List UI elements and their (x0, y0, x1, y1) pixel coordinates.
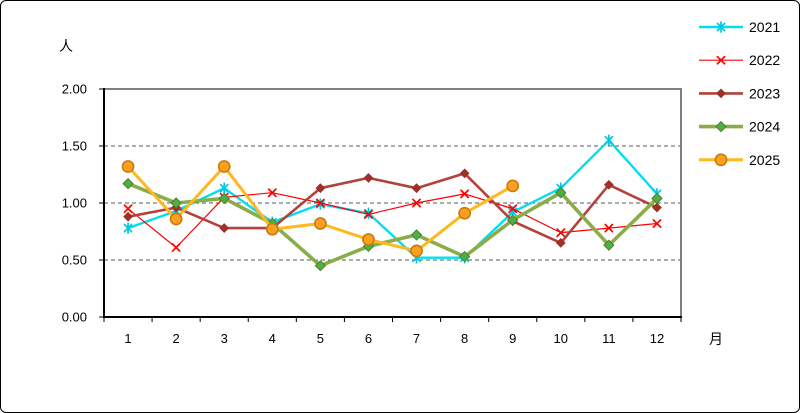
marker-x (364, 209, 373, 219)
marker-circle (169, 212, 183, 226)
series-line-2024 (126, 181, 659, 268)
marker-x (460, 189, 470, 199)
marker-circle (313, 217, 327, 230)
marker-diamond (122, 177, 134, 190)
legend-label-2021: 2021 (749, 19, 780, 35)
y-tick-label: 0.00 (62, 310, 87, 325)
series-line-2023 (126, 172, 659, 245)
x-tick-label: 1 (124, 331, 131, 346)
x-tick-label: 12 (650, 331, 664, 346)
marker-diamond (603, 179, 614, 190)
marker-x (123, 204, 133, 214)
marker-circle (714, 153, 728, 167)
y-tick-label: 2.00 (62, 82, 87, 97)
marker-diamond (652, 202, 662, 213)
marker-diamond (411, 183, 422, 194)
marker-circle (458, 206, 472, 220)
y-tick-label: 1.00 (62, 196, 87, 211)
x-tick-label: 7 (413, 331, 420, 346)
marker-diamond (363, 173, 374, 183)
legend-item-2022[interactable]: 2022 (699, 52, 780, 68)
marker-diamond (459, 168, 470, 179)
series-2025 (121, 160, 520, 258)
marker-x (716, 55, 726, 65)
marker-x (315, 198, 325, 208)
series-2024 (122, 177, 663, 272)
marker-x (652, 219, 662, 228)
marker-circle (410, 244, 423, 258)
x-tick-label: 3 (221, 331, 228, 346)
marker-circle (121, 160, 135, 173)
legend-label-2023: 2023 (749, 85, 780, 101)
x-tick-label: 11 (602, 331, 616, 346)
marker-circle (362, 233, 375, 246)
marker-diamond (555, 237, 566, 248)
legend-item-2025[interactable]: 2025 (699, 152, 780, 168)
x-tick-label: 6 (365, 331, 372, 346)
marker-diamond (218, 192, 230, 205)
marker-star (716, 21, 726, 33)
legend-label-2025: 2025 (749, 152, 780, 168)
legend-item-2024[interactable]: 2024 (699, 119, 780, 135)
y-tick-label: 0.50 (62, 253, 87, 268)
x-tick-label: 9 (509, 331, 516, 346)
marker-circle (217, 160, 231, 173)
x-axis-unit-label: 月 (709, 331, 723, 347)
marker-diamond (410, 229, 423, 241)
legend-label-2024: 2024 (749, 119, 780, 135)
x-tick-label: 5 (317, 331, 324, 346)
y-axis-unit-label: 人 (59, 38, 73, 54)
x-tick-label: 4 (269, 331, 276, 346)
marker-diamond (555, 187, 567, 199)
marker-diamond (651, 192, 663, 205)
y-tick-label: 1.50 (62, 139, 87, 154)
marker-diamond (170, 197, 182, 209)
marker-x (604, 223, 614, 233)
marker-x (267, 188, 277, 198)
marker-x (412, 198, 421, 208)
legend-item-2023[interactable]: 2023 (699, 85, 780, 101)
marker-star (219, 182, 229, 195)
marker-star (123, 222, 133, 234)
marker-diamond (507, 214, 519, 226)
marker-diamond (603, 239, 615, 251)
marker-diamond (219, 223, 230, 233)
marker-diamond (715, 120, 727, 133)
legend-label-2022: 2022 (749, 52, 780, 68)
marker-diamond (458, 250, 471, 263)
marker-diamond (716, 88, 726, 99)
x-tick-label: 10 (554, 331, 568, 346)
marker-diamond (314, 259, 327, 272)
series-line-2021 (126, 139, 659, 259)
marker-circle (265, 222, 279, 236)
marker-x (556, 228, 566, 238)
marker-x (171, 243, 181, 252)
marker-diamond (123, 211, 133, 222)
marker-circle (506, 179, 520, 193)
marker-diamond (315, 183, 326, 194)
legend-item-2021[interactable]: 2021 (699, 19, 780, 35)
marker-star (604, 134, 614, 147)
x-tick-label: 8 (461, 331, 468, 346)
x-tick-label: 2 (173, 331, 180, 346)
marker-x (508, 204, 518, 214)
